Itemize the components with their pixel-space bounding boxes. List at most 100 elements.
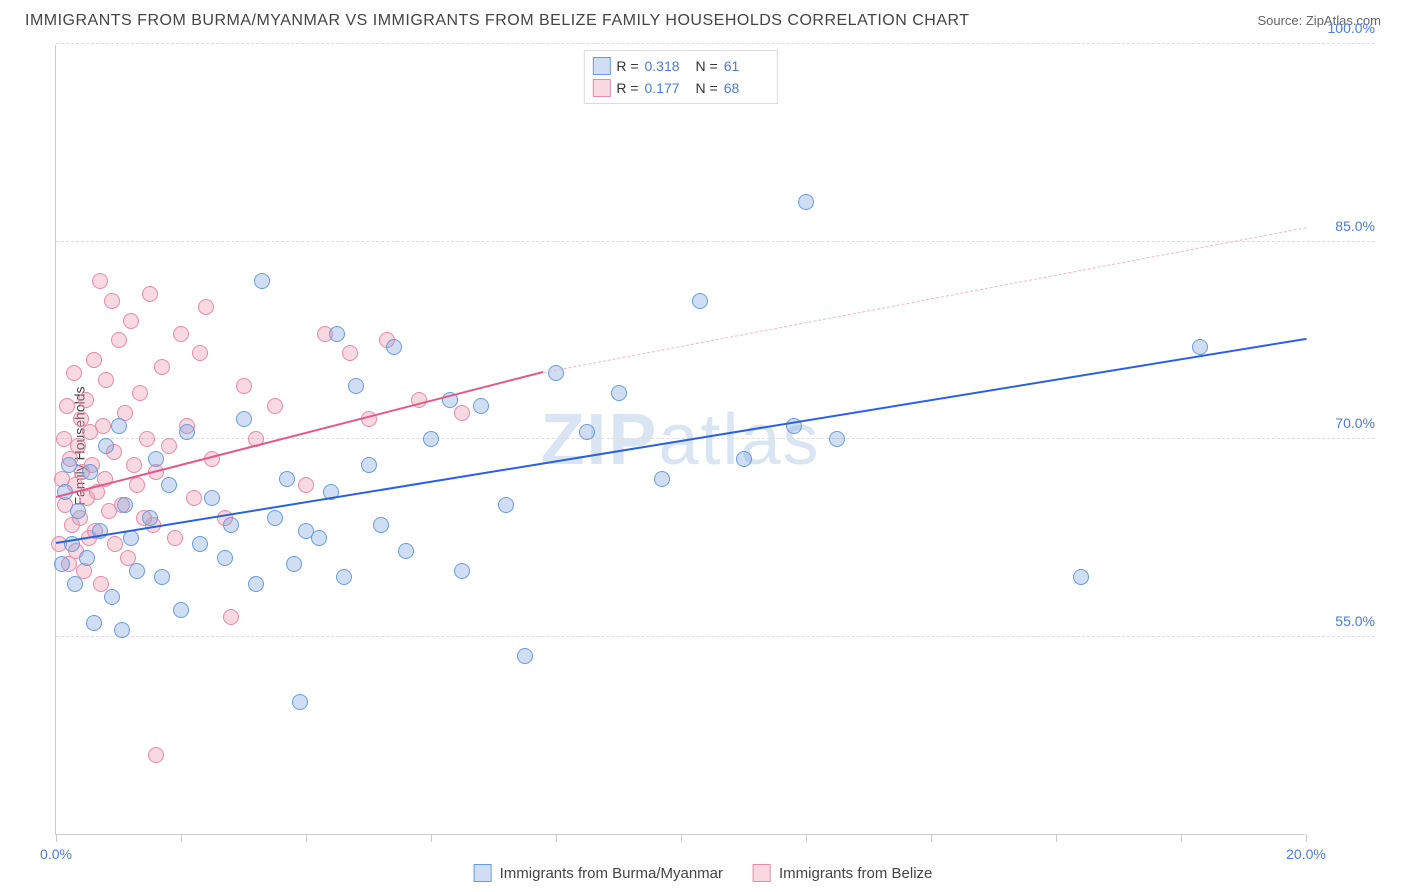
series-legend: Immigrants from Burma/Myanmar Immigrants… xyxy=(474,864,933,882)
scatter-point-burma xyxy=(286,556,302,572)
x-tick-label: 20.0% xyxy=(1286,846,1326,862)
scatter-point-burma xyxy=(611,385,627,401)
x-tick xyxy=(1056,834,1057,842)
scatter-point-belize xyxy=(173,326,189,342)
scatter-point-belize xyxy=(167,530,183,546)
scatter-point-burma xyxy=(129,563,145,579)
scatter-point-belize xyxy=(236,378,252,394)
scatter-point-burma xyxy=(398,543,414,559)
y-tick-label: 100.0% xyxy=(1315,20,1375,36)
plot-area: ZIPatlas R = 0.318 N = 61 R = 0.177 N = … xyxy=(55,45,1305,835)
n-value-burma: 61 xyxy=(724,55,769,77)
scatter-point-burma xyxy=(117,497,133,513)
scatter-point-belize xyxy=(198,299,214,315)
y-tick-label: 55.0% xyxy=(1315,613,1375,629)
scatter-point-burma xyxy=(248,576,264,592)
scatter-point-burma xyxy=(254,273,270,289)
scatter-point-burma xyxy=(79,550,95,566)
watermark-part1: ZIP xyxy=(540,400,658,480)
trend-line-burma xyxy=(56,338,1306,544)
scatter-point-burma xyxy=(82,464,98,480)
scatter-point-belize xyxy=(66,365,82,381)
r-label: R = xyxy=(616,77,638,99)
x-tick xyxy=(431,834,432,842)
scatter-point-burma xyxy=(654,471,670,487)
scatter-point-burma xyxy=(498,497,514,513)
scatter-point-burma xyxy=(279,471,295,487)
scatter-point-burma xyxy=(798,194,814,210)
scatter-point-burma xyxy=(267,510,283,526)
scatter-point-burma xyxy=(736,451,752,467)
scatter-point-burma xyxy=(236,411,252,427)
scatter-point-burma xyxy=(454,563,470,579)
scatter-point-burma xyxy=(192,536,208,552)
scatter-point-burma xyxy=(154,569,170,585)
correlation-row-burma: R = 0.318 N = 61 xyxy=(592,55,768,77)
gridline xyxy=(56,241,1375,242)
scatter-point-burma xyxy=(829,431,845,447)
swatch-burma-icon xyxy=(592,57,610,75)
scatter-point-burma xyxy=(329,326,345,342)
scatter-point-burma xyxy=(373,517,389,533)
scatter-point-belize xyxy=(92,273,108,289)
scatter-point-belize xyxy=(129,477,145,493)
scatter-point-burma xyxy=(98,438,114,454)
scatter-point-burma xyxy=(579,424,595,440)
scatter-point-belize xyxy=(223,609,239,625)
scatter-point-belize xyxy=(186,490,202,506)
title-row: IMMIGRANTS FROM BURMA/MYANMAR VS IMMIGRA… xyxy=(25,12,1381,30)
x-tick xyxy=(806,834,807,842)
chart-container: IMMIGRANTS FROM BURMA/MYANMAR VS IMMIGRA… xyxy=(0,0,1406,892)
scatter-point-burma xyxy=(179,424,195,440)
scatter-point-belize xyxy=(142,286,158,302)
scatter-point-belize xyxy=(104,293,120,309)
r-label: R = xyxy=(616,55,638,77)
x-tick xyxy=(56,834,57,842)
scatter-point-burma xyxy=(142,510,158,526)
scatter-point-belize xyxy=(78,392,94,408)
x-tick-label: 0.0% xyxy=(40,846,72,862)
scatter-point-belize xyxy=(139,431,155,447)
y-tick-label: 70.0% xyxy=(1315,415,1375,431)
x-tick xyxy=(556,834,557,842)
scatter-point-burma xyxy=(517,648,533,664)
scatter-point-belize xyxy=(70,438,86,454)
scatter-point-belize xyxy=(298,477,314,493)
correlation-row-belize: R = 0.177 N = 68 xyxy=(592,77,768,99)
scatter-point-burma xyxy=(67,576,83,592)
scatter-point-burma xyxy=(692,293,708,309)
x-tick xyxy=(1306,834,1307,842)
scatter-point-burma xyxy=(70,503,86,519)
swatch-belize-icon xyxy=(753,864,771,882)
scatter-point-belize xyxy=(148,747,164,763)
scatter-point-burma xyxy=(1073,569,1089,585)
scatter-point-belize xyxy=(111,332,127,348)
scatter-point-burma xyxy=(1192,339,1208,355)
source-label: Source: xyxy=(1257,13,1305,28)
n-label: N = xyxy=(696,77,718,99)
x-tick xyxy=(181,834,182,842)
scatter-point-burma xyxy=(361,457,377,473)
scatter-point-belize xyxy=(126,457,142,473)
gridline xyxy=(56,43,1375,44)
correlation-legend: R = 0.318 N = 61 R = 0.177 N = 68 xyxy=(583,50,777,104)
scatter-point-burma xyxy=(423,431,439,447)
scatter-point-burma xyxy=(86,615,102,631)
scatter-point-belize xyxy=(192,345,208,361)
x-tick xyxy=(681,834,682,842)
scatter-point-burma xyxy=(161,477,177,493)
trend-line-belize-extrapolated xyxy=(543,227,1306,373)
scatter-point-belize xyxy=(59,398,75,414)
x-tick xyxy=(306,834,307,842)
scatter-point-burma xyxy=(61,457,77,473)
scatter-point-burma xyxy=(311,530,327,546)
legend-item-burma: Immigrants from Burma/Myanmar xyxy=(474,864,723,882)
swatch-belize-icon xyxy=(592,79,610,97)
legend-label-belize: Immigrants from Belize xyxy=(779,865,932,882)
gridline xyxy=(56,636,1375,637)
scatter-point-burma xyxy=(223,517,239,533)
scatter-point-burma xyxy=(111,418,127,434)
x-tick xyxy=(931,834,932,842)
scatter-point-burma xyxy=(114,622,130,638)
r-value-belize: 0.177 xyxy=(645,77,690,99)
